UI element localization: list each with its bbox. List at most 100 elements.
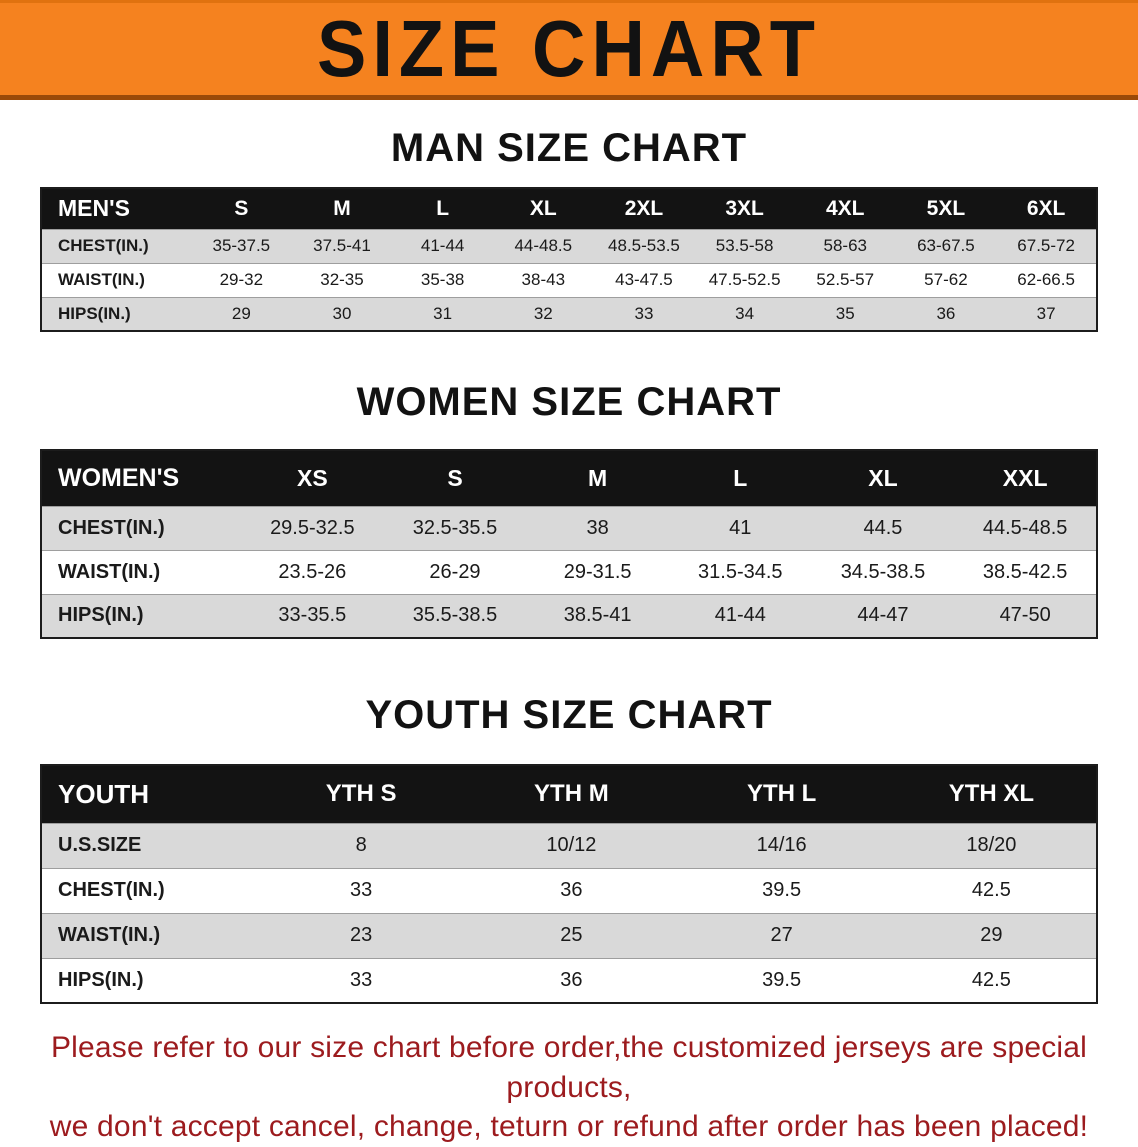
size-value: 30 xyxy=(332,303,352,323)
table-row: HIPS(IN.) 33-35.5 35.5-38.5 38.5-41 41-44 44-… xyxy=(41,594,1097,638)
table-row: CHEST(IN.) 35-37.5 37.5-41 41-44 44-48.5 48.5… xyxy=(41,229,1097,263)
size-value: 39.5 xyxy=(762,968,802,991)
size-value: 67.5-72 xyxy=(1017,236,1075,255)
size-value: 47-50 xyxy=(999,604,1051,627)
table-row: HIPS(IN.) 33 36 39.5 42.5 xyxy=(41,958,1097,1003)
column-header: S xyxy=(383,450,527,506)
column-header: M xyxy=(526,450,669,506)
size-value: 37.5-41 xyxy=(313,236,371,255)
table-row: WAIST(IN.) 29-32 32-35 35-38 38-43 43-47.5 47.… xyxy=(41,263,1097,297)
row-label: WAIST(IN.) xyxy=(58,560,161,583)
column-header: XL xyxy=(811,450,955,506)
size-value: 14/16 xyxy=(756,834,807,856)
column-header: 6XL xyxy=(996,188,1097,229)
size-value: 38 xyxy=(586,516,609,539)
men-size-table: MEN'S S M L XL 2XL 3XL 4XL 5XL 6XL CHEST(IN.) 35-37… xyxy=(40,187,1098,332)
column-header: XL xyxy=(492,188,594,229)
size-value: 36 xyxy=(560,968,583,991)
table-title: WOMEN'S xyxy=(41,450,241,506)
size-value: 43-47.5 xyxy=(615,270,673,289)
header-row: MEN'S S M L XL 2XL 3XL 4XL 5XL 6XL xyxy=(41,188,1097,229)
size-value: 32.5-35.5 xyxy=(412,516,498,539)
size-value: 32 xyxy=(533,303,553,323)
column-header: YTH M xyxy=(466,765,677,823)
table-title: MEN'S xyxy=(41,188,191,229)
size-value: 37 xyxy=(1036,303,1056,323)
size-value: 38-43 xyxy=(521,270,566,289)
column-header: M xyxy=(291,188,393,229)
disclaimer-text: Please refer to our size chart before or… xyxy=(0,1028,1138,1147)
size-value: 31.5-34.5 xyxy=(698,560,783,583)
header-row: WOMEN'S XS S M L XL XXL xyxy=(41,450,1097,506)
size-value: 29-31.5 xyxy=(563,560,632,583)
header-row: YOUTH YTH S YTH M YTH L YTH XL xyxy=(41,765,1097,823)
column-header: L xyxy=(668,450,812,506)
size-value: 44-48.5 xyxy=(514,236,573,255)
column-header: 3XL xyxy=(694,188,795,229)
table-row: WAIST(IN.) 23 25 27 29 xyxy=(41,913,1097,958)
column-header: L xyxy=(392,188,493,229)
size-value: 36 xyxy=(560,879,583,901)
size-value: 63-67.5 xyxy=(917,236,975,255)
column-header: XS xyxy=(241,450,384,506)
title-banner: SIZE CHART xyxy=(0,0,1138,100)
size-value: 57-62 xyxy=(924,270,968,289)
size-value: 42.5 xyxy=(971,879,1011,901)
women-size-table: WOMEN'S XS S M L XL XXL CHEST(IN.) 29.5-32.5 32.5… xyxy=(40,449,1098,639)
size-value: 34 xyxy=(735,303,755,323)
size-value: 33 xyxy=(350,968,373,991)
size-value: 33 xyxy=(634,303,654,323)
size-value: 41 xyxy=(729,516,752,539)
size-value: 27 xyxy=(770,924,793,946)
row-label: CHEST(IN.) xyxy=(58,879,165,901)
size-value: 31 xyxy=(433,303,453,323)
size-value: 23 xyxy=(350,924,373,946)
size-value: 35.5-38.5 xyxy=(412,604,498,627)
size-value: 26-29 xyxy=(429,560,481,583)
man-size-chart-heading: MAN SIZE CHART xyxy=(390,126,748,170)
size-value: 52.5-57 xyxy=(816,270,875,289)
table-row: CHEST(IN.) 33 36 39.5 42.5 xyxy=(41,868,1097,913)
size-value: 8 xyxy=(355,834,367,856)
size-value: 53.5-58 xyxy=(715,236,774,255)
size-value: 35-37.5 xyxy=(212,236,271,255)
youth-size-table: YOUTH YTH S YTH M YTH L YTH XL U.S.SIZE 8 10/12… xyxy=(40,764,1098,1004)
size-value: 47.5-52.5 xyxy=(708,270,781,289)
size-value: 41-44 xyxy=(714,604,766,627)
row-label: WAIST(IN.) xyxy=(58,270,145,289)
size-value: 35 xyxy=(835,303,855,323)
column-header: 4XL xyxy=(794,188,896,229)
size-value: 58-63 xyxy=(823,236,867,255)
women-size-chart-heading: WOMEN SIZE CHART xyxy=(356,380,782,424)
row-label: HIPS(IN.) xyxy=(58,968,144,991)
size-value: 36 xyxy=(936,303,956,323)
size-value: 25 xyxy=(560,924,583,946)
size-value: 34.5-38.5 xyxy=(840,560,926,583)
size-value: 42.5 xyxy=(971,968,1011,991)
size-value: 44.5 xyxy=(863,516,903,539)
size-value: 29 xyxy=(980,924,1003,946)
size-value: 33-35.5 xyxy=(278,604,347,627)
row-label: U.S.SIZE xyxy=(58,834,142,856)
disclaimer-line-1: Please refer to our size chart before or… xyxy=(50,1031,1088,1104)
size-value: 44-47 xyxy=(857,604,909,627)
youth-size-chart-heading: YOUTH SIZE CHART xyxy=(365,693,773,737)
column-header: 2XL xyxy=(593,188,695,229)
row-label: CHEST(IN.) xyxy=(58,236,149,255)
table-row: CHEST(IN.) 29.5-32.5 32.5-35.5 38 41 44.5 44.5… xyxy=(41,506,1097,550)
table-row: WAIST(IN.) 23.5-26 26-29 29-31.5 31.5-34.5 34… xyxy=(41,550,1097,594)
size-value: 18/20 xyxy=(966,834,1017,856)
table-row: U.S.SIZE 8 10/12 14/16 18/20 xyxy=(41,823,1097,868)
table-row: HIPS(IN.) 29 30 31 32 33 34 35 36 37 xyxy=(41,297,1097,331)
size-value: 38.5-41 xyxy=(563,604,632,627)
row-label: CHEST(IN.) xyxy=(58,516,165,539)
page-title: SIZE CHART xyxy=(317,3,821,94)
size-value: 29.5-32.5 xyxy=(270,516,355,539)
size-value: 29 xyxy=(231,303,251,323)
column-header: YTH S xyxy=(256,765,467,823)
size-value: 32-35 xyxy=(320,270,364,289)
size-value: 10/12 xyxy=(546,834,597,856)
row-label: WAIST(IN.) xyxy=(58,924,161,946)
table-title: YOUTH xyxy=(41,765,256,823)
size-value: 29-32 xyxy=(219,270,264,289)
